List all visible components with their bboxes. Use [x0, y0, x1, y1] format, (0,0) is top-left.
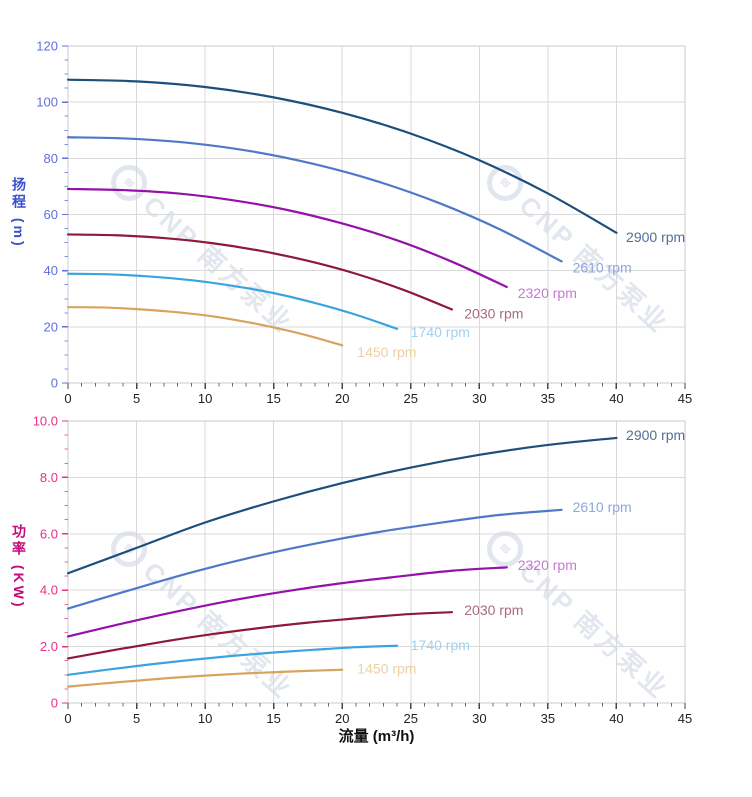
x-tick-label: 40: [609, 391, 623, 406]
curve-label-2900-rpm: 2900 rpm: [626, 427, 685, 443]
x-tick-label: 25: [404, 711, 418, 726]
y-tick-label: 2.0: [40, 639, 58, 654]
y-tick-label: 10.0: [33, 414, 58, 429]
x-tick-label: 35: [541, 391, 555, 406]
x-tick-label: 0: [64, 711, 71, 726]
power-axis-title: 功率 (KW): [11, 524, 27, 610]
curve-label-1740-rpm: 1740 rpm: [411, 637, 470, 653]
x-tick-label: 10: [198, 391, 212, 406]
x-tick-label: 30: [472, 711, 486, 726]
x-tick-label: 10: [198, 711, 212, 726]
curve-2320-rpm: [66, 187, 508, 289]
x-tick-label: 35: [541, 711, 555, 726]
curve-1740-rpm: [66, 272, 399, 330]
y-tick-label: 8.0: [40, 470, 58, 485]
curve-2610-rpm: [66, 136, 563, 263]
y-axis-ticks: [62, 420, 68, 704]
x-tick-label: 20: [335, 711, 349, 726]
chart-head-vs-flow: 0 5 10 15 20 25 30 35 40 45 0 20 40 60 80 100 120 2900 rp…: [36, 39, 692, 407]
x-tick-label: 45: [678, 391, 692, 406]
flow-axis-title: 流量 (m³/h): [338, 728, 415, 745]
x-tick-label: 5: [133, 711, 140, 726]
curve-1740-rpm: [66, 644, 399, 676]
curve-2320-rpm: [66, 566, 508, 638]
curve-label-1450-rpm: 1450 rpm: [357, 344, 416, 360]
x-tick-label: 45: [678, 711, 692, 726]
curve-label-2030-rpm: 2030 rpm: [464, 602, 523, 618]
curve-1450-rpm: [66, 306, 344, 347]
x-tick-label: 15: [266, 391, 280, 406]
curve-2900-rpm: [66, 436, 618, 575]
y-tick-label: 0: [51, 696, 58, 711]
curve-label-2610-rpm: 2610 rpm: [573, 499, 632, 515]
curve-label-2030-rpm: 2030 rpm: [464, 305, 523, 321]
x-tick-label: 25: [404, 391, 418, 406]
curve-2610-rpm: [66, 508, 563, 610]
y-axis-labels: 0 2.0 4.0 6.0 8.0 10.0: [33, 414, 58, 711]
y-tick-label: 40: [44, 263, 58, 278]
x-axis-ticks: [67, 703, 686, 709]
y-tick-label: 4.0: [40, 583, 58, 598]
x-axis-ticks: [67, 383, 686, 389]
y-tick-label: 120: [36, 39, 58, 54]
x-tick-label: 20: [335, 391, 349, 406]
y-tick-label: 0: [51, 376, 58, 391]
x-tick-label: 5: [133, 391, 140, 406]
curve-2030-rpm: [66, 233, 454, 311]
curve-label-2320-rpm: 2320 rpm: [518, 557, 577, 573]
head-axis-title: 扬程 (m): [11, 177, 27, 249]
x-tick-label: 40: [609, 711, 623, 726]
y-tick-label: 80: [44, 151, 58, 166]
y-tick-label: 60: [44, 207, 58, 222]
curve-label-1450-rpm: 1450 rpm: [357, 661, 416, 677]
curve-2900-rpm: [66, 78, 618, 234]
curve-2030-rpm: [66, 611, 454, 660]
curve-label-1740-rpm: 1740 rpm: [411, 324, 470, 340]
y-tick-label: 6.0: [40, 526, 58, 541]
y-tick-label: 20: [44, 319, 58, 334]
curve-label-2320-rpm: 2320 rpm: [518, 285, 577, 301]
curve-1450-rpm: [66, 668, 344, 688]
curve-label-2610-rpm: 2610 rpm: [573, 259, 632, 275]
x-tick-label: 30: [472, 391, 486, 406]
gridlines: [68, 46, 685, 383]
y-tick-label: 100: [36, 95, 58, 110]
x-tick-label: 15: [266, 711, 280, 726]
y-axis-ticks: [62, 45, 68, 384]
x-tick-label: 0: [64, 391, 71, 406]
y-axis-labels: 0 20 40 60 80 100 120: [36, 39, 58, 391]
x-axis-labels: 0 5 10 15 20 25 30 35 40 45: [64, 391, 692, 406]
x-axis-labels: 0 5 10 15 20 25 30 35 40 45: [64, 711, 692, 726]
curve-label-2900-rpm: 2900 rpm: [626, 229, 685, 245]
chart-power-vs-flow: 0 5 10 15 20 25 30 35 40 45 0 2.0 4.0 6.0 8.0 10.0 2900 …: [33, 414, 693, 727]
